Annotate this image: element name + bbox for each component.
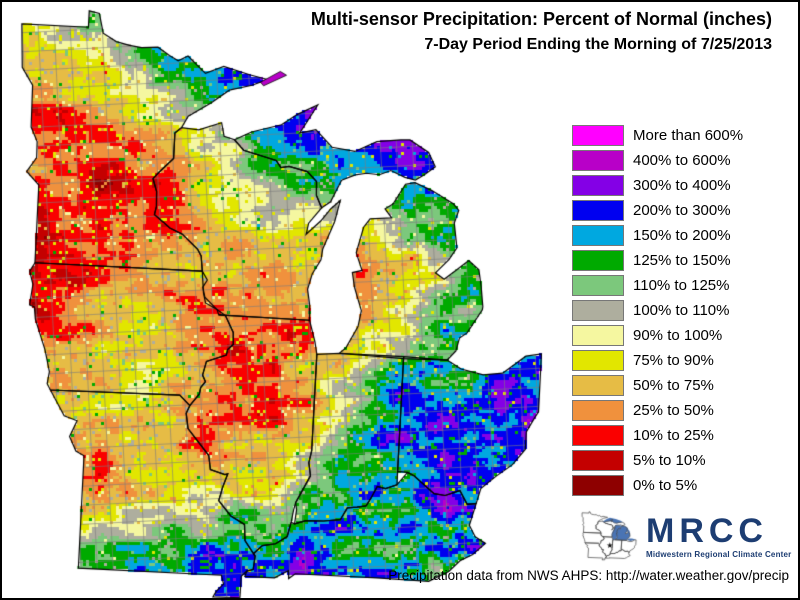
legend-item: 10% to 25% [572,425,743,446]
legend-label: 5% to 10% [633,452,706,469]
legend-swatch-icon [572,300,624,321]
legend-swatch-icon [572,450,624,471]
legend-item: 25% to 50% [572,400,743,421]
legend-swatch-icon [572,175,624,196]
page-title: Multi-sensor Precipitation: Percent of N… [310,9,772,29]
legend-swatch-icon [572,150,624,171]
legend-item: 110% to 125% [572,275,743,296]
legend-item: 300% to 400% [572,175,743,196]
legend-swatch-icon [572,200,624,221]
legend-item: 150% to 200% [572,225,743,246]
legend-item: More than 600% [572,125,743,146]
legend-item: 125% to 150% [572,250,743,271]
legend: More than 600% 400% to 600% 300% to 400% 20… [572,125,743,500]
legend-label: More than 600% [633,127,744,144]
legend-label: 25% to 50% [633,402,714,419]
legend-label: 150% to 200% [633,227,731,244]
legend-label: 90% to 100% [633,327,723,344]
legend-label: 300% to 400% [633,177,731,194]
mrcc-logo: MRCC Midwestern Regional Climate Center [578,508,792,564]
legend-swatch-icon [572,125,624,146]
legend-item: 50% to 75% [572,375,743,396]
legend-label: 50% to 75% [633,377,714,394]
legend-label: 110% to 125% [633,277,730,294]
page-subtitle: 7-Day Period Ending the Morning of 7/25/… [424,36,772,53]
legend-label: 125% to 150% [633,252,731,269]
mrcc-logo-caption: Midwestern Regional Climate Center [646,549,792,559]
mrcc-logo-text: MRCC [646,512,768,550]
legend-item: 5% to 10% [572,450,743,471]
mrcc-logo-map-icon [578,508,644,564]
legend-swatch-icon [572,325,624,346]
legend-item: 75% to 90% [572,350,743,371]
legend-item: 100% to 110% [572,300,743,321]
legend-swatch-icon [572,400,624,421]
legend-swatch-icon [572,225,624,246]
legend-swatch-icon [572,350,624,371]
legend-swatch-icon [572,475,624,496]
legend-label: 75% to 90% [633,352,714,369]
legend-swatch-icon [572,425,624,446]
legend-swatch-icon [572,375,624,396]
legend-item: 90% to 100% [572,325,743,346]
legend-label: 400% to 600% [633,152,731,169]
legend-item: 400% to 600% [572,150,743,171]
legend-swatch-icon [572,275,624,296]
footer-credit: Precipitation data from NWS AHPS: http:/… [388,568,789,583]
legend-label: 100% to 110% [633,302,730,319]
legend-label: 10% to 25% [633,427,714,444]
legend-item: 200% to 300% [572,200,743,221]
legend-item: 0% to 5% [572,475,743,496]
legend-label: 0% to 5% [633,477,698,494]
legend-label: 200% to 300% [633,202,731,219]
legend-swatch-icon [572,250,624,271]
